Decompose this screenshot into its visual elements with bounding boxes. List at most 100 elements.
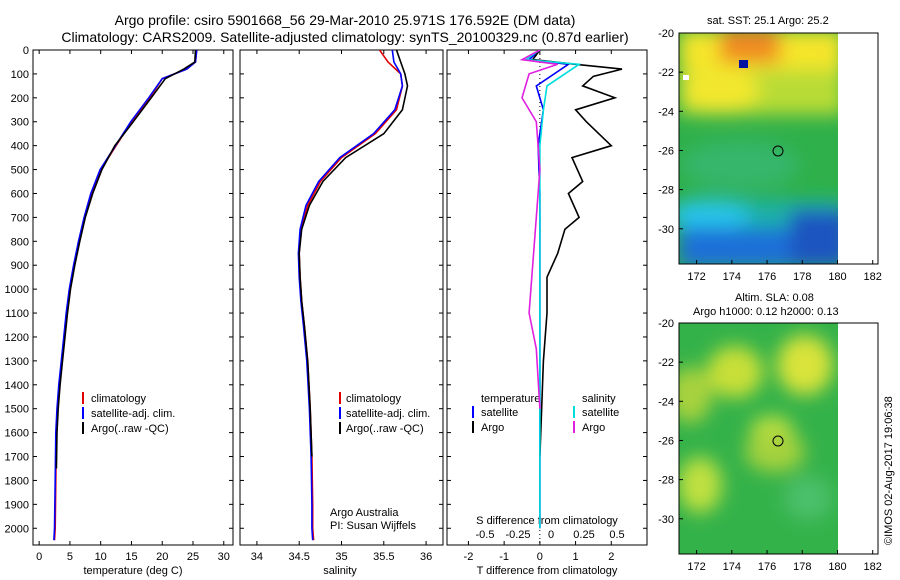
difference-xtick-label: 1 <box>573 551 579 563</box>
difference-xtick-label: -2 <box>464 551 474 563</box>
difference-xtick-label: 2 <box>608 551 614 563</box>
difference-top-tick-label: -0.25 <box>505 529 530 541</box>
temperature-series-argo-raw-qc- <box>55 50 197 469</box>
difference-series-salinity-satellite <box>523 50 582 529</box>
sst-map-title: sat. SST: 25.1 Argo: 25.2 <box>707 15 829 27</box>
temperature-xtick-label: 10 <box>95 551 107 563</box>
sst-map-lat-label: -30 <box>658 224 674 236</box>
difference-xtick-label: 0 <box>537 551 543 563</box>
temperature-xtick-label: 20 <box>156 551 168 563</box>
temperature-series-satellite-adj-clim- <box>53 50 198 541</box>
sst-map-lat-label: -20 <box>658 28 674 40</box>
sst-map-lon-label: 174 <box>723 271 741 283</box>
depth-tick-label: 900 <box>11 260 29 272</box>
agency-line2: PI: Susan Wijffels <box>330 520 416 532</box>
salinity-xtick-label: 35.5 <box>373 551 394 563</box>
sla-map-lon-label: 176 <box>758 561 776 573</box>
depth-tick-label: 600 <box>11 188 29 200</box>
copyright: ©IMOS 02-Aug-2017 19:06:38 <box>883 396 895 545</box>
sst-map: sat. SST: 25.1 Argo: 25.2 <box>678 15 879 265</box>
salinity-xtick-label: 36 <box>420 551 432 563</box>
sst-map-lon-label: 178 <box>793 271 811 283</box>
legend-label-argo-1: Argo(..raw -QC) <box>91 423 169 435</box>
depth-tick-label: 500 <box>11 165 29 177</box>
difference-top-tick-label: 0 <box>548 529 554 541</box>
sla-map-lon-label: 174 <box>723 561 741 573</box>
agency-line1: Argo Australia <box>330 507 399 519</box>
depth-tick-label: 300 <box>11 117 29 129</box>
sla-map-lat-label: -22 <box>658 357 674 369</box>
sst-map-lon-label: 182 <box>864 271 882 283</box>
sla-profile-marker <box>772 435 784 447</box>
depth-tick-label: 1100 <box>5 308 29 320</box>
salinity-panel <box>239 49 444 546</box>
figure-title-line2: Climatology: CARS2009. Satellite-adjuste… <box>61 29 629 45</box>
temperature-xlabel: temperature (deg C) <box>83 565 182 577</box>
temperature-xtick-label: 0 <box>36 551 42 563</box>
temperature-xtick-label: 15 <box>125 551 137 563</box>
sla-map-lon-label: 178 <box>793 561 811 573</box>
difference-series-temperature-argo <box>531 50 623 457</box>
legend-label-satellite-1: satellite-adj. clim. <box>91 408 175 420</box>
sla-map: Altim. SLA: 0.08 Argo h1000: 0.12 h2000:… <box>678 292 879 555</box>
sst-map-lat-label: -28 <box>658 185 674 197</box>
sst-profile-marker <box>772 145 784 157</box>
depth-tick-label: 1800 <box>5 475 29 487</box>
depth-tick-label: 1900 <box>5 499 29 511</box>
depth-tick-label: 800 <box>11 236 29 248</box>
sla-map-subtitle: Argo h1000: 0.12 h2000: 0.13 <box>693 306 839 318</box>
salinity-xtick-label: 34 <box>251 551 263 563</box>
difference-xlabel-top: S difference from climatology <box>476 515 618 527</box>
depth-tick-label: 1000 <box>5 284 29 296</box>
temperature-xtick-label: 25 <box>187 551 199 563</box>
chart-marks: 0100200300400500600700800900100011001200… <box>5 28 882 573</box>
legend-label-temp-argo: Argo <box>481 422 504 434</box>
temperature-xtick-label: 30 <box>218 551 230 563</box>
sla-map-lat-label: -20 <box>658 318 674 330</box>
sst-map-lat-label: -24 <box>658 106 674 118</box>
depth-tick-label: 0 <box>23 45 29 57</box>
depth-tick-label: 2000 <box>5 523 29 535</box>
depth-tick-label: 100 <box>11 69 29 81</box>
sla-map-lat-label: -24 <box>658 396 674 408</box>
legend-header-salinity: salinity <box>582 393 616 405</box>
legend-label-argo-2: Argo(..raw -QC) <box>346 423 424 435</box>
difference-xlabel: T difference from climatology <box>477 565 618 577</box>
difference-top-tick-label: 0.5 <box>609 529 624 541</box>
depth-tick-label: 1500 <box>5 404 29 416</box>
salinity-xtick-label: 35 <box>335 551 347 563</box>
depth-tick-label: 1300 <box>5 356 29 368</box>
sla-map-lat-label: -30 <box>658 514 674 526</box>
difference-top-tick-label: 0.25 <box>573 529 594 541</box>
temperature-panel <box>32 49 234 546</box>
legend-header-temperature: temperature <box>481 393 540 405</box>
sla-map-lon-label: 180 <box>828 561 846 573</box>
sst-map-lon-label: 172 <box>687 271 705 283</box>
sla-map-lon-label: 182 <box>864 561 882 573</box>
depth-tick-label: 400 <box>11 141 29 153</box>
sst-argo-sample <box>739 60 748 68</box>
sla-map-lon-label: 172 <box>687 561 705 573</box>
difference-top-tick-label: -0.5 <box>476 529 495 541</box>
legend-label-sal-argo: Argo <box>582 422 605 434</box>
sla-map-lat-label: -26 <box>658 435 674 447</box>
sst-map-lat-label: -26 <box>658 145 674 157</box>
sla-map-title: Altim. SLA: 0.08 <box>735 292 814 304</box>
salinity-xlabel: salinity <box>323 565 357 577</box>
sst-map-lon-label: 180 <box>828 271 846 283</box>
salinity-series-argo-raw-qc- <box>298 50 409 457</box>
sst-map-lon-label: 176 <box>758 271 776 283</box>
depth-tick-label: 1700 <box>5 452 29 464</box>
difference-xtick-label: -1 <box>499 551 509 563</box>
legend-label-temp-satellite: satellite <box>481 407 518 419</box>
salinity-xtick-label: 34.5 <box>288 551 309 563</box>
depth-tick-label: 1400 <box>5 380 29 392</box>
depth-tick-label: 200 <box>11 93 29 105</box>
temperature-xtick-label: 5 <box>67 551 73 563</box>
sla-map-lat-label: -28 <box>658 475 674 487</box>
legend-label-sal-satellite: satellite <box>582 407 619 419</box>
depth-tick-label: 700 <box>11 212 29 224</box>
legend-label-climatology-1: climatology <box>91 393 147 405</box>
legend-label-satellite-2: satellite-adj. clim. <box>346 408 430 420</box>
